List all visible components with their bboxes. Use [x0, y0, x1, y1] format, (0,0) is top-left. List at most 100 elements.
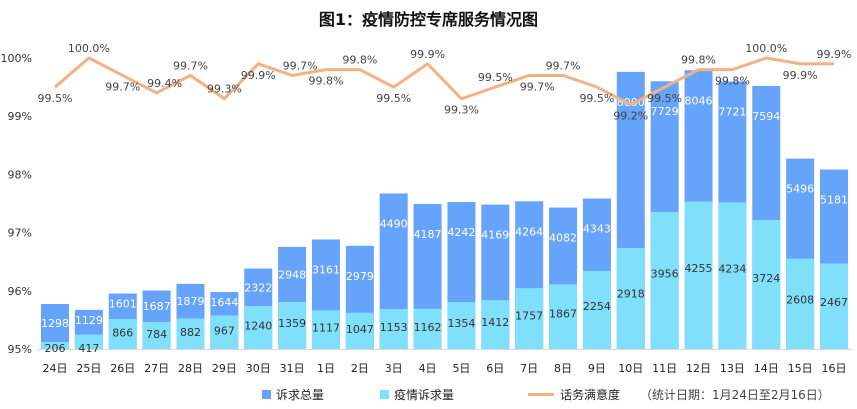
x-tick-label: 30日: [246, 362, 271, 375]
bar-total-label: 4242: [447, 226, 475, 239]
satisfaction-label: 99.8%: [681, 54, 716, 67]
bar-epidemic: [379, 309, 408, 349]
satisfaction-label: 99.5%: [376, 92, 411, 105]
bar-epidemic-label: 1162: [414, 321, 442, 334]
bar-epidemic-label: 784: [146, 328, 167, 341]
legend-swatch-satisfaction: [528, 393, 554, 396]
bar-total-label: 1879: [176, 295, 204, 308]
x-tick-label: 4日: [419, 362, 437, 375]
bar-epidemic: [447, 302, 476, 349]
bar-epidemic: [515, 288, 544, 349]
bar-epidemic: [176, 318, 205, 349]
bar-epidemic: [413, 308, 442, 349]
satisfaction-label: 99.4%: [147, 77, 182, 90]
date-range-note: （统计日期：1月24日至2月16日）: [640, 388, 830, 402]
bar-epidemic: [210, 315, 239, 349]
bar-epidemic: [549, 284, 578, 349]
bar-epidemic: [616, 247, 645, 349]
x-tick-label: 10日: [618, 362, 643, 375]
bar-epidemic-label: 1354: [447, 317, 475, 330]
bar-epidemic-label: 882: [180, 326, 201, 339]
bar-epidemic-label: 3956: [651, 268, 679, 281]
x-tick-label: 14日: [754, 362, 779, 375]
satisfaction-label: 99.5%: [579, 92, 614, 105]
satisfaction-label: 99.2%: [613, 110, 648, 123]
satisfaction-label: 99.7%: [283, 59, 318, 72]
bar-total-label: 5496: [786, 183, 814, 196]
bar-total-label: 1687: [143, 300, 171, 313]
bar-total-label: 7721: [718, 106, 746, 119]
bar-epidemic-label: 1047: [346, 323, 374, 336]
bar-epidemic: [311, 310, 340, 349]
legend-swatch-epidemic: [380, 390, 389, 399]
bar-total-label: 4343: [583, 223, 611, 236]
bar-epidemic: [582, 270, 611, 349]
x-tick-label: 13日: [720, 362, 745, 375]
y-tick-label: 99%: [8, 110, 32, 123]
bar-total-label: 1644: [210, 296, 238, 309]
satisfaction-label: 99.7%: [546, 59, 581, 72]
bar-total-label: 7729: [651, 105, 679, 118]
bar-epidemic: [786, 258, 815, 349]
x-tick-label: 16日: [822, 362, 847, 375]
legend-label-epidemic: 疫情诉求量: [394, 388, 455, 402]
x-tick-label: 26日: [110, 362, 135, 375]
satisfaction-line: [54, 56, 835, 107]
x-tick-label: 12日: [686, 362, 711, 375]
x-tick-label: 28日: [178, 362, 203, 375]
satisfaction-label: 99.8%: [308, 75, 343, 88]
bar-epidemic: [752, 219, 781, 349]
satisfaction-label: 99.5%: [647, 92, 682, 105]
satisfaction-label: 99.8%: [715, 75, 750, 88]
bar-epidemic: [684, 201, 713, 349]
x-tick-label: 24日: [43, 362, 68, 375]
x-tick-label: 9日: [588, 362, 606, 375]
bar-epidemic-label: 4255: [685, 262, 713, 275]
bar-total-label: 2979: [346, 270, 374, 283]
x-tick-label: 3日: [385, 362, 403, 375]
x-tick-label: 25日: [76, 362, 101, 375]
legend-label-total: 诉求总量: [276, 388, 325, 402]
bar-epidemic: [244, 306, 273, 349]
bar-epidemic: [108, 318, 137, 349]
legend-label-satisfaction: 话务满意度: [560, 388, 621, 402]
bar-total-label: 4490: [380, 217, 408, 230]
y-tick-label: 95%: [8, 343, 32, 356]
bar-epidemic: [650, 211, 679, 349]
bar-epidemic: [820, 263, 849, 349]
satisfaction-label: 99.7%: [520, 80, 555, 93]
bar-epidemic-label: 1153: [380, 321, 408, 334]
bar-epidemic: [142, 321, 171, 349]
bar-epidemic: [278, 301, 307, 349]
bar-total-label: 4082: [549, 232, 577, 245]
satisfaction-label: 99.7%: [173, 59, 208, 72]
legend-item-epidemic: 疫情诉求量: [380, 386, 454, 403]
bar-total-label: 3161: [312, 263, 340, 276]
bar-epidemic: [41, 341, 69, 349]
satisfaction-label: 99.5%: [38, 92, 73, 105]
chart-title: 图1：疫情防控专席服务情况图: [318, 10, 539, 29]
satisfaction-label: 99.5%: [478, 71, 513, 84]
bar-total-label: 4264: [515, 225, 543, 238]
bar-total-label: 5181: [820, 194, 848, 207]
bar-total-label: 8000: [617, 96, 645, 109]
satisfaction-label: 99.7%: [105, 80, 140, 93]
satisfaction-label: 99.8%: [342, 54, 377, 67]
bar-epidemic: [481, 300, 510, 349]
bar-epidemic-label: 2467: [820, 296, 848, 309]
bar-total-label: 4187: [414, 228, 442, 241]
bar-total-label: 7594: [752, 110, 780, 123]
bar-epidemic-label: 1359: [278, 317, 306, 330]
satisfaction-label: 99.3%: [207, 83, 242, 96]
bar-total: [41, 304, 69, 349]
bar-epidemic-label: 206: [45, 342, 66, 355]
satisfaction-label: 100.0%: [68, 42, 110, 55]
x-tick-label: 29日: [212, 362, 237, 375]
x-tick-label: 1日: [317, 362, 335, 375]
bar-total-label: 1298: [41, 317, 69, 330]
y-tick-label: 100%: [1, 52, 32, 65]
bar-total-label: 1601: [109, 298, 137, 311]
satisfaction-label: 99.9%: [817, 48, 852, 61]
